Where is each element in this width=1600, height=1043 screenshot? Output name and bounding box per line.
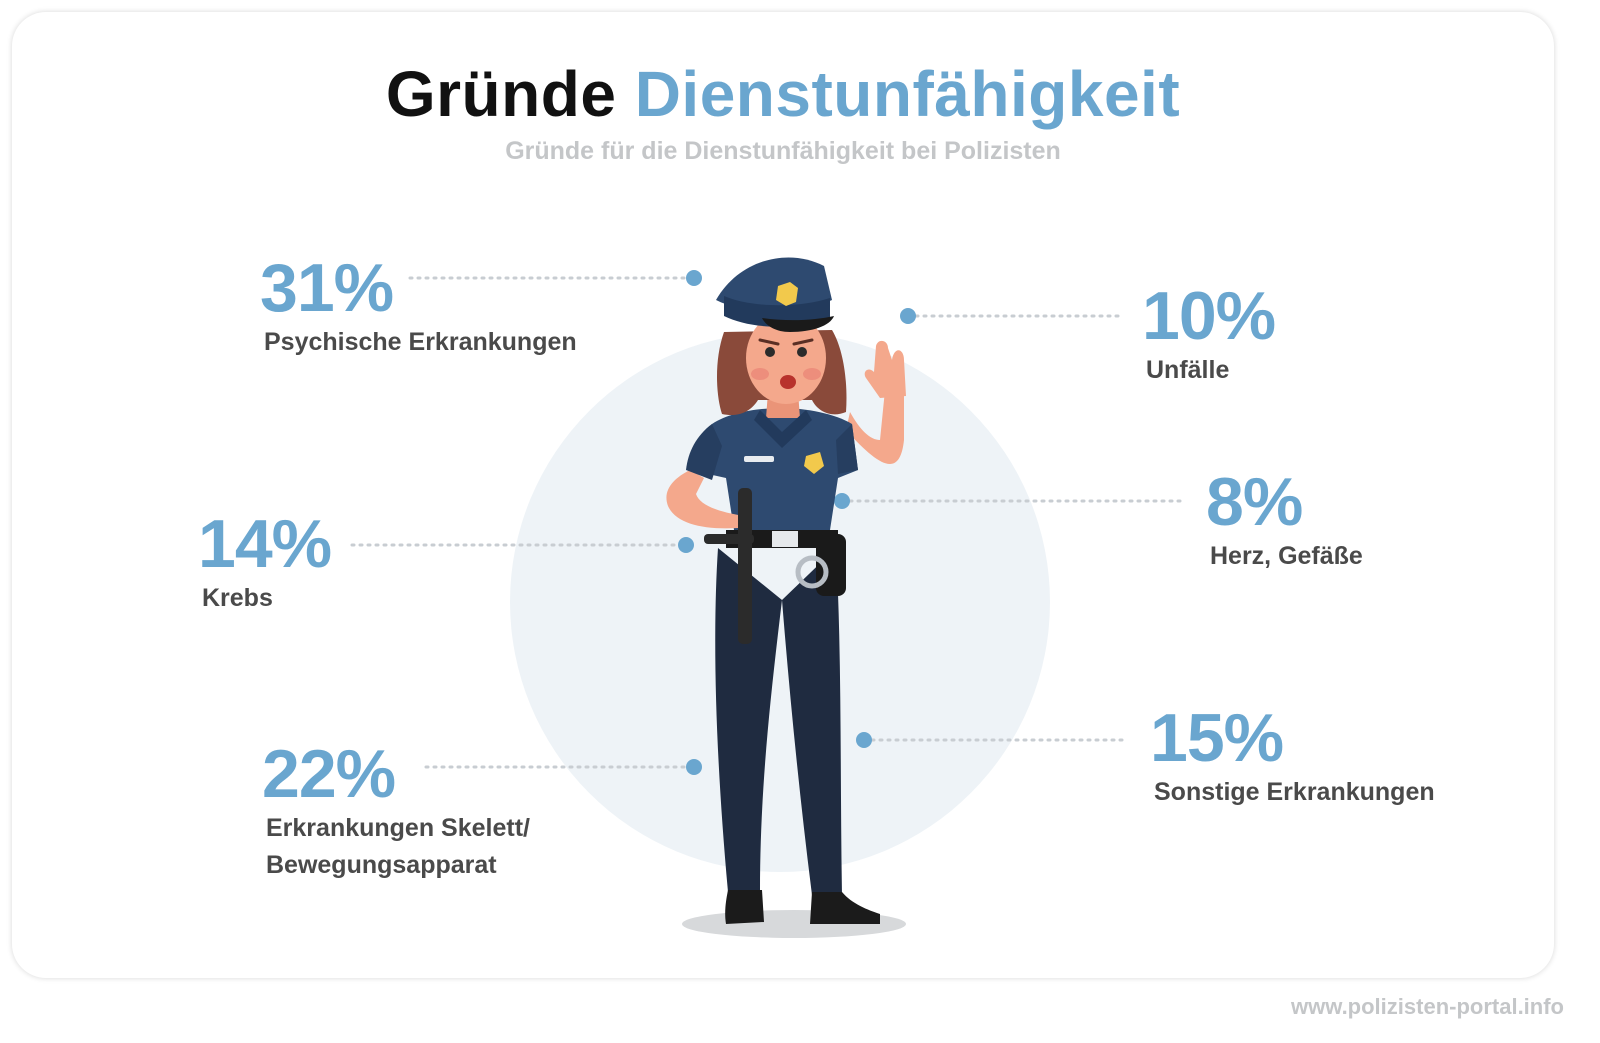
trouser-left [715, 548, 782, 892]
shirt [690, 408, 858, 530]
stat-item-1: 14% Krebs [198, 506, 332, 617]
face [746, 312, 826, 404]
connector-dot-3 [900, 308, 916, 324]
cap-visor [762, 316, 834, 332]
shirt-badge [804, 452, 824, 474]
connector-dots [678, 270, 916, 775]
cap-band [724, 296, 830, 327]
connector-dot-1 [678, 537, 694, 553]
title-part-dark: Gründe [385, 58, 617, 130]
name-plate [744, 456, 774, 462]
brow-left [758, 338, 780, 346]
connector-lines [350, 276, 1188, 769]
shoe-right [810, 892, 880, 924]
collar [754, 410, 812, 448]
sleeve-left [686, 424, 722, 480]
website-url: www.polizisten-portal.info [1291, 994, 1564, 1019]
sleeve-right [836, 424, 858, 474]
eye-right [797, 347, 807, 357]
stat-item-4: 8% Herz, Gefäße [1206, 466, 1363, 575]
stat-label-4: Herz, Gefäße [1210, 542, 1363, 570]
stat-label-0: Psychische Erkrankungen [264, 328, 577, 356]
stat-value-3: 10% [1142, 278, 1276, 354]
stat-label-3: Unfälle [1146, 356, 1230, 384]
stat-label-5: Sonstige Erkrankungen [1154, 778, 1435, 806]
cheek-left [751, 368, 769, 380]
stat-item-3: 10% Unfälle [1142, 278, 1276, 389]
stat-label-1: Krebs [202, 584, 273, 612]
stat-value-0: 31% [260, 250, 394, 326]
connector-dot-0 [686, 270, 702, 286]
baton [738, 488, 752, 644]
stat-item-2: 22% Erkrankungen Skelett/ Bewegungsappar… [262, 738, 530, 884]
connector-dot-2 [686, 759, 702, 775]
stat-value-2: 22% [262, 736, 396, 812]
cap-badge [776, 282, 798, 306]
holster [816, 534, 846, 596]
baton-handle [704, 534, 754, 544]
stat-value-4: 8% [1206, 464, 1303, 540]
stat-value-1: 14% [198, 506, 332, 582]
trouser-right [782, 548, 842, 895]
connector-dot-5 [856, 732, 872, 748]
arm-hip [666, 470, 744, 529]
eye-left [765, 347, 775, 357]
cheek-right [803, 368, 821, 380]
shoe-left [725, 890, 764, 924]
handcuffs [795, 555, 829, 589]
belt-buckle [772, 531, 798, 547]
stat-value-5: 15% [1150, 700, 1284, 776]
title-part-accent: Dienstunfähigkeit [634, 58, 1181, 130]
stat-label-2-line2: Bewegungsapparat [266, 851, 497, 879]
chart-subtitle: Gründe für die Dienstunfähigkeit bei Pol… [505, 137, 1061, 165]
mouth [780, 375, 796, 389]
connector-dot-4 [834, 493, 850, 509]
hand-raised [864, 340, 906, 398]
chart-title: Gründe Dienstunfähigkeit [0, 58, 1566, 130]
stat-item-5: 15% Sonstige Erkrankungen [1150, 702, 1435, 811]
stat-item-0: 31% Psychische Erkrankungen [260, 252, 577, 361]
arm-raised [846, 380, 904, 464]
stat-label-2-line1: Erkrankungen Skelett/ [266, 814, 530, 842]
cap-crown [716, 257, 832, 312]
brow-right [792, 338, 814, 346]
